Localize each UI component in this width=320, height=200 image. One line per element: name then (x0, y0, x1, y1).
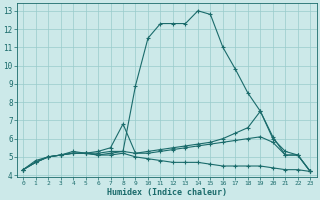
X-axis label: Humidex (Indice chaleur): Humidex (Indice chaleur) (107, 188, 227, 197)
